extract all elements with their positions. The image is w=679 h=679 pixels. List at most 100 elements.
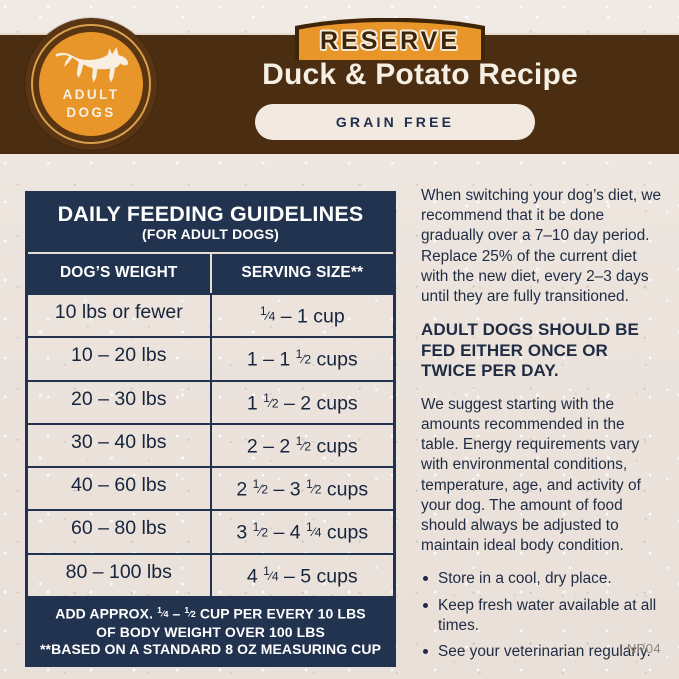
serving-whole: 4 [246, 565, 264, 588]
table-footnote-line3: **BASED ON A STANDARD 8 OZ MEASURING CUP [39, 640, 382, 657]
cell-serving-size: 4 1⁄4 – 5 cups [212, 555, 394, 596]
footnote-frac2-den: 2 [190, 608, 196, 619]
list-item: Keep fresh water available at all times. [421, 596, 666, 636]
serving-whole: 1 [246, 392, 264, 415]
serving-fraction: 1⁄2 [252, 477, 269, 497]
fraction-denominator: 2 [304, 352, 312, 367]
fraction-numerator: 1 [252, 520, 260, 535]
serving-rest: – 4 [268, 521, 307, 544]
serving-fraction: 1⁄2 [263, 390, 279, 410]
serving-rest2: cups [321, 478, 369, 501]
table-footnote: ADD APPROX. 1⁄4 – 1⁄2 CUP PER EVERY 10 L… [28, 596, 393, 664]
cell-serving-size: 1⁄4 – 1 cup [212, 295, 394, 336]
serving-rest: cups [311, 435, 358, 458]
table-row: 40 – 60 lbs 2 1⁄2 – 3 1⁄2 cups [28, 466, 394, 510]
fraction-denominator: 2 [261, 482, 269, 497]
fraction-numerator: 1 [306, 520, 313, 535]
badge-label-line2: DOGS [66, 105, 116, 120]
fraction-numerator: 1 [263, 563, 270, 578]
cell-dog-weight: 30 – 40 lbs [28, 424, 212, 467]
fraction-denominator: 4 [268, 309, 276, 324]
serving-rest: – 2 cups [278, 392, 358, 415]
list-item-label: Keep fresh water available at all times. [438, 596, 657, 634]
cell-serving-size: 1 1⁄2 – 2 cups [212, 382, 394, 423]
fraction-denominator: 4 [314, 525, 322, 540]
serving-fraction: 1⁄4 [263, 563, 279, 584]
cell-dog-weight: 60 – 80 lbs [28, 511, 212, 553]
transition-paragraph: When switching your dog’s diet, we recom… [421, 187, 662, 306]
fraction-denominator: 2 [271, 395, 279, 410]
list-item-label: See your veterinarian regularly. [438, 642, 651, 660]
fraction-numerator: 1 [295, 433, 303, 448]
footnote-text-b: – [168, 605, 185, 622]
serving-whole: 2 – 2 [246, 435, 296, 458]
fraction-numerator: 1 [306, 477, 313, 492]
table-row: 10 lbs or fewer 1⁄4 – 1 cup [28, 293, 394, 337]
serving-fraction: 1⁄2 [306, 477, 322, 497]
fraction-numerator: 1 [295, 347, 303, 362]
adult-dogs-badge: ADULT DOGS [25, 18, 157, 150]
table-row: 10 – 20 lbs 1 – 1 1⁄2 cups [28, 336, 394, 380]
serving-fraction: 1⁄4 [259, 304, 276, 324]
table-row: 60 – 80 lbs 3 1⁄2 – 4 1⁄4 cups [28, 509, 393, 553]
cell-serving-size: 2 1⁄2 – 3 1⁄2 cups [212, 468, 394, 509]
product-code: NP04 [626, 641, 661, 656]
serving-whole: 1 – 1 [246, 348, 296, 371]
bullet-icon [423, 648, 428, 654]
fraction-denominator: 2 [304, 439, 312, 454]
table-footnote-line2: OF BODY WEIGHT OVER 100 LBS [96, 623, 325, 640]
serving-whole: 3 [236, 521, 253, 544]
serving-fraction: 1⁄4 [306, 520, 322, 540]
serving-rest2: cups [321, 521, 369, 544]
footnote-frac1-num: 1 [157, 605, 163, 616]
cell-dog-weight: 10 lbs or fewer [28, 295, 212, 337]
badge-disc: ADULT DOGS [39, 32, 143, 136]
table-title-block: DAILY FEEDING GUIDELINES (FOR ADULT DOGS… [28, 194, 393, 252]
cell-serving-size: 1 – 1 1⁄2 cups [212, 338, 394, 379]
reserve-banner-text: RESERVE [319, 27, 461, 55]
grain-free-label: GRAIN FREE [335, 114, 455, 130]
badge-gold-ring [31, 24, 151, 144]
fraction-numerator: 1 [263, 390, 270, 405]
footnote-text-c: CUP PER EVERY 10 LBS [195, 605, 366, 622]
footnote-frac2-num: 1 [184, 605, 190, 616]
running-dog-icon [55, 47, 129, 83]
reserve-banner-shape [295, 18, 485, 60]
footnote-frac1-den: 4 [163, 608, 169, 619]
cell-serving-size: 2 – 2 1⁄2 cups [212, 425, 394, 466]
column-header-serving: SERVING SIZE** [241, 264, 364, 281]
reserve-banner: RESERVE [295, 18, 485, 60]
serving-rest: – 5 cups [278, 565, 358, 588]
cell-dog-weight: 10 – 20 lbs [28, 338, 212, 380]
feeding-frequency-emphasis: ADULT DOGS SHOULD BE FED EITHER ONCE OR … [421, 320, 639, 381]
footnote-fraction-half: 1⁄2 [184, 605, 196, 619]
list-item-label: Store in a cool, dry place. [438, 570, 612, 588]
recipe-title: Duck & Potato Recipe [262, 58, 578, 91]
serving-rest: – 1 cup [275, 305, 345, 328]
serving-rest: cups [311, 348, 358, 371]
serving-whole: 2 [236, 478, 253, 501]
care-instructions-list: Store in a cool, dry place. Keep fresh wa… [421, 569, 666, 662]
cell-dog-weight: 40 – 60 lbs [28, 468, 212, 510]
footnote-fraction-quarter: 1⁄4 [157, 605, 169, 619]
fraction-denominator: 2 [261, 525, 269, 540]
table-header-row: DOG’S WEIGHT SERVING SIZE** [28, 252, 393, 293]
serving-fraction: 1⁄2 [295, 347, 312, 367]
badge-label-line1: ADULT [62, 87, 120, 102]
list-item: See your veterinarian regularly. [421, 642, 666, 662]
column-header-weight: DOG’S WEIGHT [28, 254, 212, 293]
footnote-text-a: ADD APPROX. [55, 605, 158, 622]
portion-guidance-paragraph: We suggest starting with the amounts rec… [421, 395, 641, 555]
table-body: 10 lbs or fewer 1⁄4 – 1 cup 10 – 20 lbs 1 –… [28, 293, 394, 597]
table-title: DAILY FEEDING GUIDELINES [57, 202, 364, 226]
bullet-icon [423, 602, 428, 608]
grain-free-badge: GRAIN FREE [255, 104, 535, 140]
serving-fraction: 1⁄2 [252, 520, 269, 540]
badge-brown-ring [34, 27, 148, 141]
table-footnote-line1: ADD APPROX. 1⁄4 – 1⁄2 CUP PER EVERY 10 L… [32, 603, 389, 624]
daily-feeding-guidelines-table: DAILY FEEDING GUIDELINES (FOR ADULT DOGS… [25, 191, 396, 667]
fraction-numerator: 1 [252, 477, 260, 492]
table-row: 80 – 100 lbs 4 1⁄4 – 5 cups [28, 552, 394, 597]
serving-rest: – 3 [268, 478, 307, 501]
bullet-icon [423, 576, 428, 582]
